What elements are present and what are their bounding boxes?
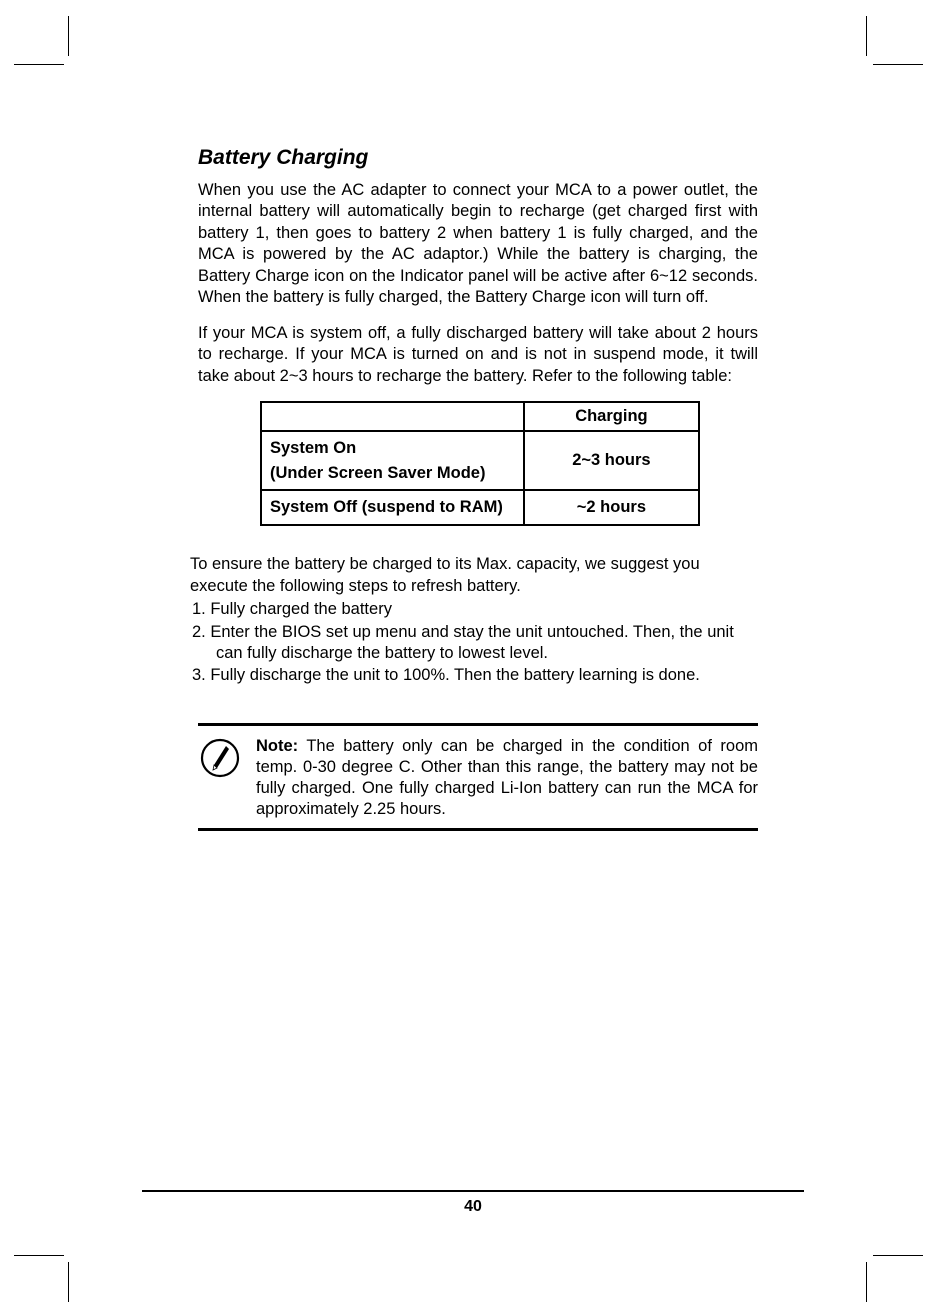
table-cell-label: System Off (suspend to RAM) [261, 490, 524, 525]
page-footer: 40 [142, 1190, 804, 1216]
section-heading: Battery Charging [198, 146, 758, 170]
pen-note-icon [200, 738, 240, 778]
table-cell-value: ~2 hours [524, 490, 699, 525]
crop-mark [866, 1262, 867, 1302]
table-row: System On (Under Screen Saver Mode) 2~3 … [261, 431, 699, 491]
page-number: 40 [464, 1198, 482, 1215]
crop-mark [873, 64, 923, 65]
label-line: System On [270, 439, 356, 457]
crop-mark [14, 1255, 64, 1256]
charging-table: Charging System On (Under Screen Saver M… [260, 401, 700, 526]
label-line: (Under Screen Saver Mode) [270, 464, 485, 482]
note-body: The battery only can be charged in the c… [256, 737, 758, 818]
table-header-empty [261, 402, 524, 431]
table-header-charging: Charging [524, 402, 699, 431]
crop-mark [866, 16, 867, 56]
crop-mark [873, 1255, 923, 1256]
note-callout: Note: The battery only can be charged in… [198, 723, 758, 831]
table-cell-label: System On (Under Screen Saver Mode) [261, 431, 524, 491]
note-icon-wrap [198, 736, 242, 778]
table-row: System Off (suspend to RAM) ~2 hours [261, 490, 699, 525]
body-paragraph: If your MCA is system off, a fully disch… [198, 323, 758, 387]
list-step: 2. Enter the BIOS set up menu and stay t… [192, 622, 758, 665]
page-content: Battery Charging When you use the AC ada… [198, 146, 758, 831]
table-cell-value: 2~3 hours [524, 431, 699, 491]
note-label: Note: [256, 737, 298, 755]
body-paragraph: To ensure the battery be charged to its … [190, 554, 758, 597]
list-step: 1. Fully charged the battery [192, 599, 758, 620]
note-text: Note: The battery only can be charged in… [256, 736, 758, 820]
crop-mark [68, 16, 69, 56]
table-header-row: Charging [261, 402, 699, 431]
body-paragraph: When you use the AC adapter to connect y… [198, 180, 758, 309]
list-step: 3. Fully discharge the unit to 100%. The… [192, 665, 758, 686]
crop-mark [14, 64, 64, 65]
crop-mark [68, 1262, 69, 1302]
